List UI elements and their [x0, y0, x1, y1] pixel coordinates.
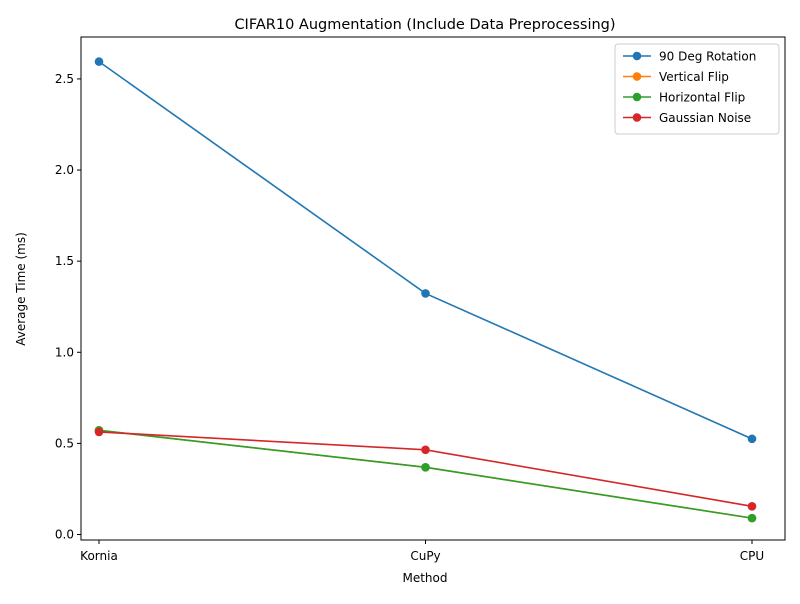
legend-item: 90 Deg Rotation	[623, 50, 756, 64]
legend-marker	[632, 51, 642, 61]
legend-label: Horizontal Flip	[659, 91, 745, 105]
x-tick-label: CPU	[740, 549, 764, 563]
y-axis: 0.0 0.5 1.0 1.5 2.0 2.5	[55, 72, 81, 542]
y-tick-label: 1.5	[55, 254, 74, 268]
x-axis: Kornia CuPy CPU	[80, 540, 764, 563]
y-tick-label: 2.5	[55, 72, 74, 86]
chart-title: CIFAR10 Augmentation (Include Data Prepr…	[234, 17, 615, 33]
x-axis-label: Method	[402, 571, 447, 585]
x-tick-label: Kornia	[80, 549, 118, 563]
legend-item: Gaussian Noise	[623, 111, 751, 125]
data-point	[421, 289, 430, 298]
data-point	[421, 462, 430, 472]
x-tick-label: CuPy	[410, 549, 440, 563]
legend: 90 Deg Rotation Vertical Flip Horizontal F…	[614, 43, 780, 135]
data-point	[94, 427, 104, 437]
legend-marker	[632, 92, 642, 102]
legend-marker	[632, 72, 642, 81]
legend-box	[614, 43, 780, 135]
legend-label: 90 Deg Rotation	[659, 50, 756, 64]
legend-label: Gaussian Noise	[659, 111, 751, 125]
data-point	[421, 445, 430, 455]
plot-area	[94, 57, 757, 523]
legend-item: Vertical Flip	[623, 70, 729, 84]
data-point	[747, 501, 757, 511]
y-tick-label: 0.5	[55, 436, 74, 450]
legend-item: Horizontal Flip	[623, 91, 745, 105]
y-tick-label: 1.0	[55, 345, 74, 359]
y-tick-label: 2.0	[55, 163, 74, 177]
y-axis-label: Average Time (ms)	[14, 232, 28, 346]
data-point	[747, 434, 757, 444]
legend-label: Vertical Flip	[659, 70, 729, 84]
series-gaussian-noise	[94, 427, 757, 511]
axes-frame	[80, 36, 786, 541]
legend-marker	[632, 113, 642, 122]
y-tick-label: 0.0	[55, 528, 74, 542]
data-point	[747, 513, 757, 523]
data-point	[94, 57, 104, 66]
series-90-deg-rotation	[94, 57, 757, 444]
